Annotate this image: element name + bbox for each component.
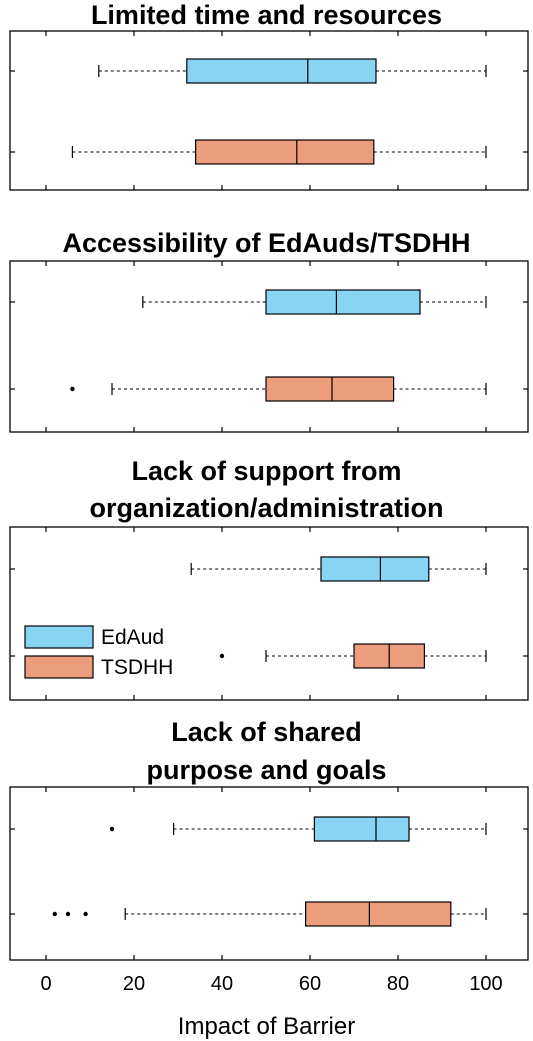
box-edaud bbox=[190, 556, 487, 582]
legend-swatch bbox=[24, 655, 94, 679]
legend-label: TSDHH bbox=[101, 656, 173, 679]
outlier-point bbox=[52, 911, 57, 917]
x-tick-label: 0 bbox=[40, 973, 51, 995]
iqr-box bbox=[265, 289, 421, 315]
iqr-box bbox=[305, 901, 452, 927]
iqr-box bbox=[313, 816, 410, 842]
panel-1: Limited time and resources bbox=[9, 0, 529, 191]
panel-title-line: Lack of shared bbox=[171, 717, 362, 747]
box-edaud bbox=[142, 289, 487, 315]
legend-swatch bbox=[24, 625, 94, 649]
outlier-point bbox=[109, 826, 115, 832]
panel-title-line: Accessibility of EdAuds/TSDHH bbox=[62, 228, 470, 258]
panel-title-line: Lack of support from bbox=[131, 456, 401, 486]
panel-2: Accessibility of EdAuds/TSDHH bbox=[9, 228, 529, 433]
panel-3: Lack of support from organization/adminis… bbox=[9, 456, 529, 701]
axes-frame bbox=[9, 260, 529, 433]
x-tick-label: 60 bbox=[299, 973, 321, 995]
iqr-box bbox=[186, 58, 377, 84]
iqr-box bbox=[195, 139, 375, 165]
box-edaud bbox=[98, 58, 487, 84]
box-tsdhh bbox=[52, 901, 487, 927]
x-tick-label: 80 bbox=[387, 973, 409, 995]
outlier-point bbox=[83, 911, 88, 917]
box-tsdhh bbox=[71, 139, 487, 165]
box-tsdhh bbox=[70, 376, 487, 402]
box-tsdhh bbox=[219, 643, 487, 669]
iqr-box bbox=[265, 376, 395, 402]
x-axis-label: Impact of Barrier bbox=[178, 1013, 355, 1040]
outlier-point bbox=[219, 653, 225, 659]
iqr-box bbox=[320, 556, 430, 582]
axes-frame bbox=[9, 526, 529, 701]
panel-4: Lack of shared purpose and goals bbox=[9, 717, 529, 961]
outlier-point bbox=[70, 386, 75, 392]
panel-title-line: organization/administration bbox=[89, 493, 443, 523]
legend-label: EdAud bbox=[101, 626, 164, 649]
legend-item-tsdhh: TSDHH bbox=[24, 655, 173, 679]
panel-title-line: purpose and goals bbox=[146, 755, 386, 785]
legend: EdAud TSDHH bbox=[24, 625, 173, 679]
axes-frame bbox=[9, 30, 529, 191]
box-edaud bbox=[109, 816, 487, 842]
axes-frame bbox=[9, 786, 529, 961]
x-tick-label: 40 bbox=[211, 973, 233, 995]
legend-item-edaud: EdAud bbox=[24, 625, 164, 649]
x-tick-label: 100 bbox=[469, 973, 502, 995]
panel-title-line: Limited time and resources bbox=[91, 0, 442, 30]
x-tick-label: 20 bbox=[123, 973, 145, 995]
outlier-point bbox=[65, 911, 71, 917]
